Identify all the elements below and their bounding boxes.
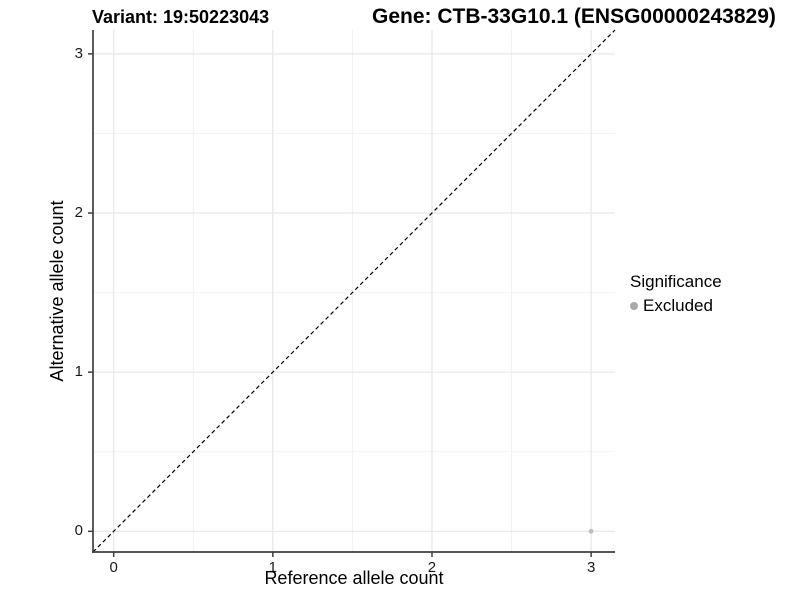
legend: Significance Excluded [630, 272, 722, 316]
legend-item-excluded: Excluded [630, 296, 722, 316]
plot-title-variant: Variant: 19:50223043 [92, 7, 270, 27]
x-tick-label: 0 [109, 559, 118, 576]
y-tick-label: 1 [74, 363, 83, 381]
identity-dashed-line [92, 29, 616, 553]
x-axis-label: Reference allele count [264, 568, 444, 588]
y-tick-label: 3 [74, 44, 83, 62]
legend-item-label: Excluded [643, 296, 713, 315]
plot-title-gene: Gene: CTB-33G10.1 (ENSG00000243829) [372, 5, 776, 28]
y-tick-label: 2 [74, 204, 83, 222]
data-point-excluded [588, 528, 594, 534]
y-axis-label: Alternative allele count [47, 200, 67, 382]
x-tick-label: 1 [268, 559, 277, 576]
x-tick-label: 3 [586, 559, 596, 576]
y-tick-label: 0 [74, 522, 83, 540]
legend-title: Significance [630, 272, 722, 291]
x-tick-label: 2 [427, 559, 437, 576]
legend-point-icon [630, 302, 638, 310]
